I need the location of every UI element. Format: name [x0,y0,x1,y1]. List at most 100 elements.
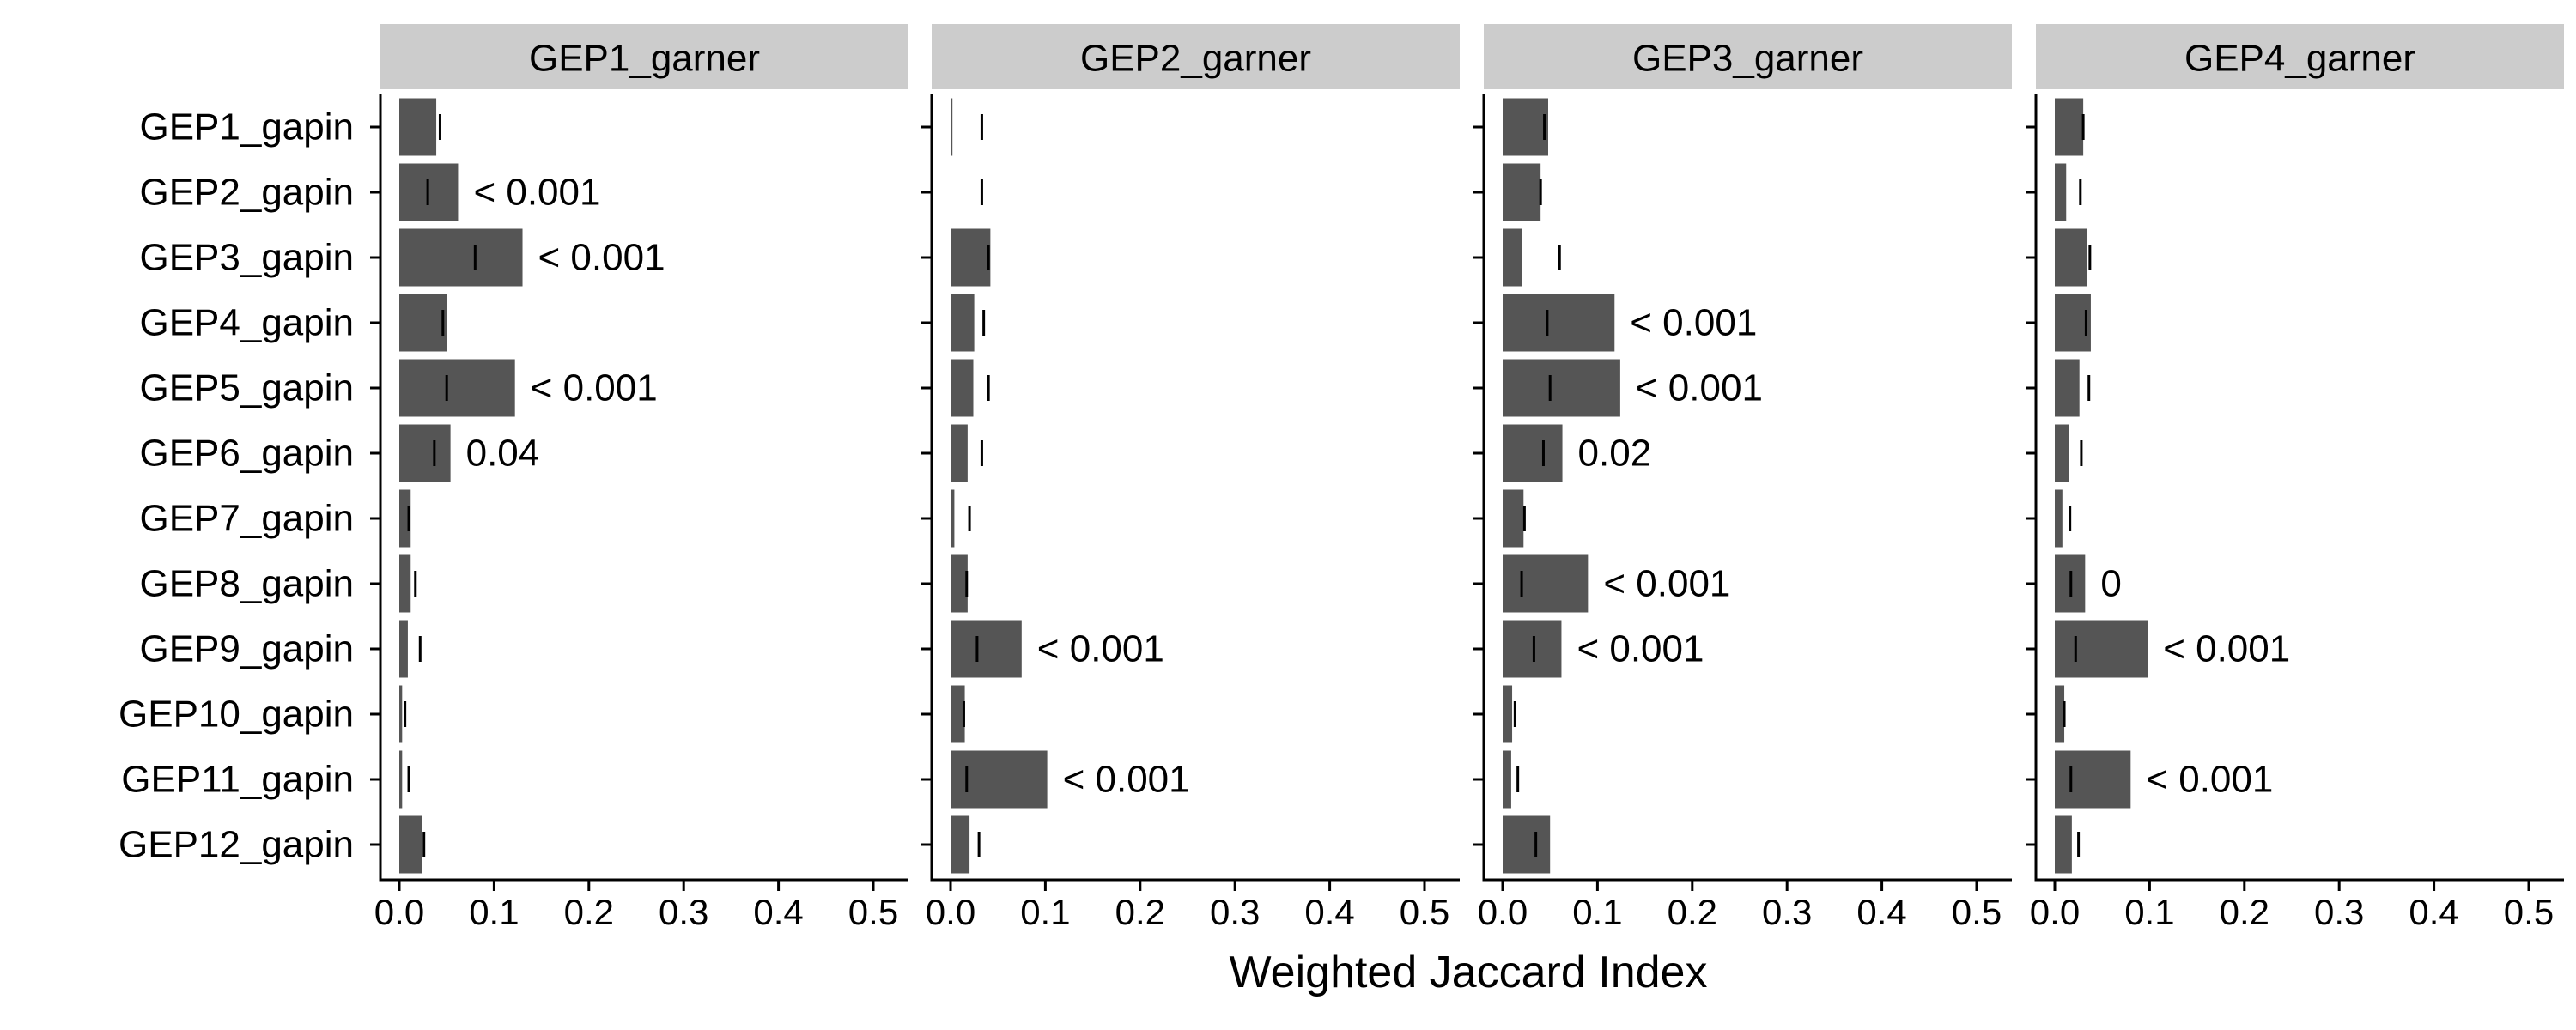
bar [1503,294,1615,352]
y-tick-label: GEP7_gapin [139,498,354,540]
bar [399,685,403,743]
facet-strip [2036,24,2564,89]
p-value-label: < 0.001 [531,367,658,409]
y-tick-label: GEP1_gapin [139,106,354,148]
y-tick-label: GEP5_gapin [139,367,354,409]
y-tick-label: GEP4_gapin [139,302,354,344]
y-tick-label: GEP9_gapin [139,628,354,670]
facet-strip [1484,24,2012,89]
bar [1503,685,1513,743]
bar [951,815,970,874]
bar [399,815,422,874]
bar [951,489,955,548]
bar [399,750,403,809]
facet-strip-label: GEP2_garner [1080,38,1311,80]
bar [1503,554,1589,613]
bar [1503,163,1541,221]
facet-panels: GEP1_garner < 0.001 < 0.001 < 0.001 0.04 0.0 0… [370,24,2564,932]
x-tick-label: 0.3 [2314,892,2364,932]
bar [2055,489,2063,548]
x-tick-label: 0.0 [2030,892,2080,932]
x-tick-label: 0.3 [659,892,708,932]
x-tick-label: 0.3 [1210,892,1260,932]
bar [951,228,991,287]
bar [399,294,447,352]
facet-panel: GEP3_garner < 0.001 < 0.001 0.02 < 0.001 < 0.… [1473,24,2012,932]
bar [951,424,968,482]
x-tick-label: 0.5 [1952,892,2002,932]
bar [2055,815,2072,874]
bar [2055,228,2087,287]
facet-panel: GEP4_garner 0 < 0.001 < 0.001 0.0 0.1 0.2 0.3 0.… [2026,24,2564,932]
bar [399,489,411,548]
y-tick-label: GEP3_gapin [139,237,354,279]
bar [2055,750,2131,809]
bar [1503,359,1620,417]
x-tick-label: 0.1 [1572,892,1622,932]
facet-strip-label: GEP3_garner [1632,38,1863,80]
y-tick-label: GEP10_gapin [118,694,354,736]
bar [1503,424,1563,482]
facet-strip-label: GEP1_garner [529,38,760,80]
bar [951,359,974,417]
bar [1503,489,1524,548]
x-tick-label: 0.5 [848,892,898,932]
facet-panel: GEP2_garner < 0.001 < 0.001 0.0 0.1 0.2 0.3 0.4… [921,24,1460,932]
y-tick-labels: GEP1_gapin GEP2_gapin GEP3_gapin GEP4_gapin… [118,106,354,866]
bar [951,554,968,613]
x-tick-label: 0.4 [2409,892,2458,932]
x-tick-label: 0.4 [753,892,803,932]
p-value-label: < 0.001 [1630,302,1757,344]
bar [951,750,1048,809]
bar [2055,163,2067,221]
bar [951,620,1022,678]
bar [951,685,965,743]
bar [399,359,515,417]
facet-panel: GEP1_garner < 0.001 < 0.001 < 0.001 0.04 0.0 0… [370,24,908,932]
bar [399,554,411,613]
y-tick-label: GEP11_gapin [121,759,354,801]
x-tick-label: 0.5 [2504,892,2554,932]
bar [399,424,451,482]
bar [399,228,523,287]
p-value-label: < 0.001 [1577,628,1704,670]
x-axis-title: Weighted Jaccard Index [1230,948,1708,997]
bar [2055,98,2084,156]
y-tick-label: GEP6_gapin [139,433,354,475]
facet-strip [380,24,908,89]
y-tick-label: GEP12_gapin [118,824,354,866]
bar [2055,620,2148,678]
p-value-label: < 0.001 [1636,367,1763,409]
bar [2055,685,2065,743]
facet-strip-label: GEP4_garner [2184,38,2415,80]
p-value-label: < 0.001 [1037,628,1164,670]
bar [951,98,953,156]
y-tick-label: GEP8_gapin [139,563,354,605]
x-tick-label: 0.3 [1762,892,1812,932]
x-tick-label: 0.1 [2124,892,2174,932]
bar [1503,98,1548,156]
bar [951,294,975,352]
y-tick-label: GEP2_gapin [139,172,354,214]
bar [399,620,408,678]
x-tick-label: 0.1 [1020,892,1070,932]
facet-strip [932,24,1460,89]
x-tick-label: 0.5 [1400,892,1449,932]
x-tick-label: 0.4 [1856,892,1906,932]
x-tick-label: 0.1 [469,892,519,932]
x-tick-label: 0.2 [564,892,614,932]
p-value-label: < 0.001 [473,172,600,214]
p-value-label: 0.02 [1578,433,1652,475]
p-value-label: < 0.001 [1063,759,1190,801]
x-tick-label: 0.2 [1115,892,1165,932]
p-value-label: 0 [2100,563,2121,605]
bar [1503,228,1522,287]
bar [1503,750,1511,809]
p-value-label: < 0.001 [2146,759,2273,801]
bar [1503,815,1551,874]
bar [2055,424,2069,482]
x-tick-label: 0.2 [1668,892,1717,932]
bar [2055,359,2080,417]
bar [399,98,437,156]
